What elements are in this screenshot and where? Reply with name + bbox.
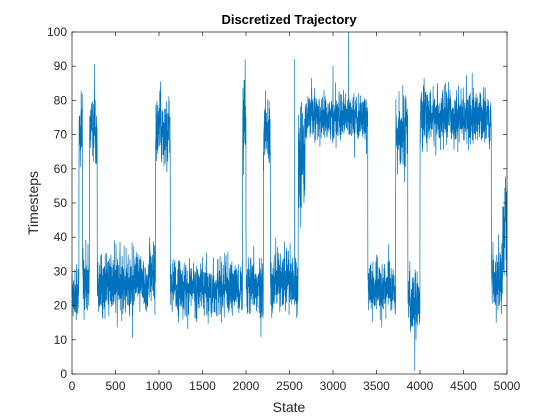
x-tick-label: 3000 xyxy=(320,379,347,393)
x-tick-label: 0 xyxy=(69,379,76,393)
y-tick-label: 100 xyxy=(47,25,67,39)
x-tick-label: 1500 xyxy=(189,379,216,393)
x-tick-label: 4000 xyxy=(407,379,434,393)
x-tick-label: 1000 xyxy=(146,379,173,393)
series-line xyxy=(71,31,508,371)
x-tick-label: 500 xyxy=(105,379,125,393)
x-axis-ticks: 0 500 1000 1500 2000 2500 3000 3500 4000 4500 5000 xyxy=(69,32,521,393)
y-tick-label: 10 xyxy=(54,333,68,347)
plot-area: 0 500 1000 1500 2000 2500 3000 3500 4000 4500 5000… xyxy=(47,25,521,393)
y-tick-label: 20 xyxy=(54,299,68,313)
axes-frame xyxy=(71,31,508,375)
y-tick-label: 0 xyxy=(60,367,67,381)
y-tick-label: 50 xyxy=(54,196,68,210)
y-tick-label: 60 xyxy=(54,162,68,176)
x-tick-label: 2000 xyxy=(233,379,260,393)
y-tick-label: 40 xyxy=(54,230,68,244)
x-tick-label: 4500 xyxy=(450,379,477,393)
x-tick-label: 3500 xyxy=(363,379,390,393)
y-tick-label: 30 xyxy=(54,264,68,278)
y-axis-ticks: 0 10 20 30 40 50 60 70 80 90 100 xyxy=(47,25,507,381)
y-tick-label: 70 xyxy=(54,128,68,142)
y-axis-label: Timesteps xyxy=(25,171,41,235)
y-tick-label: 90 xyxy=(54,59,68,73)
x-tick-label: 2500 xyxy=(276,379,303,393)
y-tick-label: 80 xyxy=(54,93,68,107)
chart-title: Discretized Trajectory xyxy=(221,12,357,27)
x-tick-label: 5000 xyxy=(494,379,521,393)
series-group xyxy=(71,31,508,371)
x-axis-label: State xyxy=(273,399,306,415)
